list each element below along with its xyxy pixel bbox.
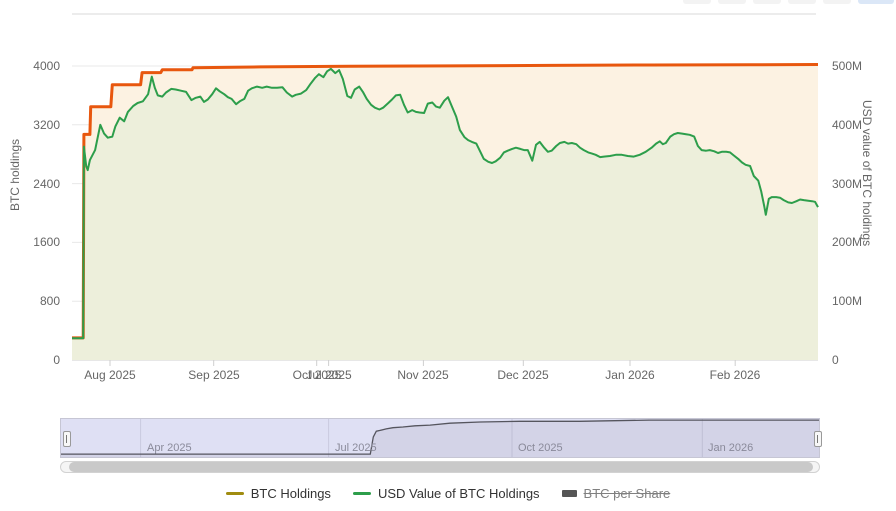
y-left-tick-label: 2400: [33, 177, 60, 191]
x-tick-label: Jul 2025: [306, 368, 352, 382]
range-selector-button[interactable]: [753, 0, 781, 4]
y-right-tick-label: 300M: [832, 177, 863, 191]
y-left-tick-label: 4000: [33, 59, 60, 73]
scrollbar-thumb[interactable]: [69, 462, 813, 472]
navigator-tick-label: Oct 2025: [518, 442, 563, 454]
x-tick-label: Aug 2025: [84, 368, 136, 382]
range-selector-button[interactable]: [823, 0, 851, 4]
x-tick-label: Dec 2025: [497, 368, 549, 382]
y-left-tick-label: 3200: [33, 118, 60, 132]
y-left-tick-label: 1600: [33, 235, 60, 249]
navigator-plot[interactable]: [61, 419, 819, 457]
legend-line-marker: [225, 492, 244, 495]
legend-label: BTC per Share: [583, 486, 671, 501]
range-selector-button[interactable]: [683, 0, 711, 4]
navigator-handle-right[interactable]: [814, 431, 822, 447]
legend-label: BTC Holdings: [250, 486, 331, 501]
y-right-tick-label: 0: [832, 353, 839, 367]
navigator-tick-label: Jul 2025: [335, 442, 377, 454]
legend-bar-marker: [561, 490, 577, 497]
x-tick-label: Sep 2025: [188, 368, 240, 382]
legend-line-marker: [352, 492, 371, 495]
range-selector-button[interactable]: [788, 0, 816, 4]
y-left-tick-label: 0: [53, 353, 60, 367]
divider: [72, 13, 816, 15]
navigator-tick-label: Jan 2026: [708, 442, 754, 454]
y-right-tick-label: 200M: [832, 235, 863, 249]
navigator-tick-label: Apr 2025: [147, 442, 192, 454]
legend-item-usd-value[interactable]: USD Value of BTC Holdings: [352, 486, 540, 501]
legend-label: USD Value of BTC Holdings: [377, 486, 540, 501]
y-right-tick-label: 400M: [832, 118, 863, 132]
x-tick-label: Feb 2026: [709, 368, 761, 382]
y-left-tick-label: 800: [39, 294, 60, 308]
scrollbar-track[interactable]: [60, 461, 820, 473]
x-tick-label: Nov 2025: [397, 368, 449, 382]
navigator[interactable]: Apr 2025 Jul 2025 Oct 2025 Jan 2026: [60, 418, 822, 458]
legend: BTC Holdings USD Value of BTC Holdings B…: [0, 486, 896, 501]
x-tick-label: Jan 2026: [605, 368, 655, 382]
main-chart-plot[interactable]: [0, 0, 896, 420]
legend-item-btc-holdings[interactable]: BTC Holdings: [225, 486, 331, 501]
y-right-tick-label: 500M: [832, 59, 863, 73]
navigator-handle-left[interactable]: [63, 431, 71, 447]
y-axis-title-right: USD value of BTC holdings: [860, 100, 874, 247]
y-right-tick-label: 100M: [832, 294, 863, 308]
range-selector-button[interactable]: [858, 0, 894, 4]
legend-item-btc-per-share[interactable]: BTC per Share: [561, 486, 671, 501]
x-tick-label: Oct 2025: [292, 368, 342, 382]
range-selector-button[interactable]: [718, 0, 746, 4]
